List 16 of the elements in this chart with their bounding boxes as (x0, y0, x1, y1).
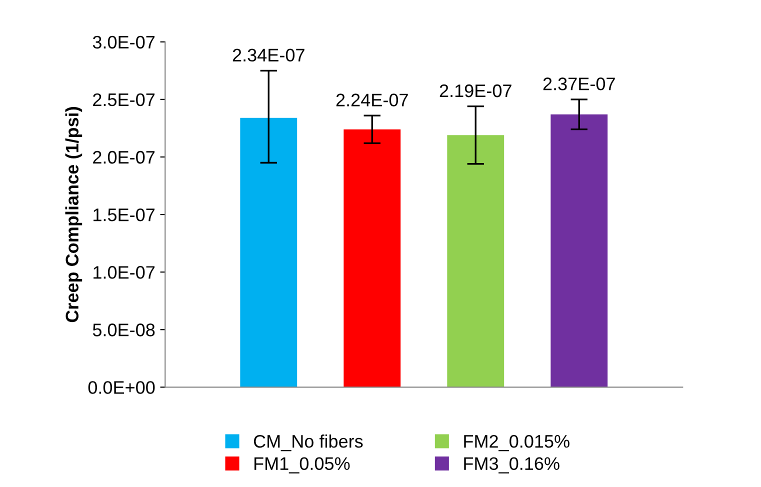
y-tick-label: 3.0E-07 (92, 36, 155, 49)
data-label: 2.37E-07 (543, 78, 615, 90)
y-tick-label: 1.0E-07 (94, 266, 155, 279)
legend-label: FM2_0.015% (464, 434, 570, 452)
y-tick-label: 2.5E-07 (93, 93, 155, 106)
legend-label: CM_No fibers (254, 434, 363, 452)
y-tick-label: 1.5E-07 (94, 208, 155, 222)
y-tick-label: 2.0E-07 (93, 150, 155, 164)
y-tick-label: 5.0E-08 (92, 324, 155, 336)
legend-label: FM3_0.16% (464, 457, 560, 474)
data-label: 2.34E-07 (232, 48, 304, 62)
data-label: 2.19E-07 (440, 84, 512, 98)
y-axis-title: Creep Compliance (1/psi) (65, 107, 82, 322)
y-tick-label: 0.0E+00 (88, 381, 155, 394)
legend-label: FM1_0.05% (254, 457, 350, 474)
data-label: 2.24E-07 (336, 94, 408, 106)
